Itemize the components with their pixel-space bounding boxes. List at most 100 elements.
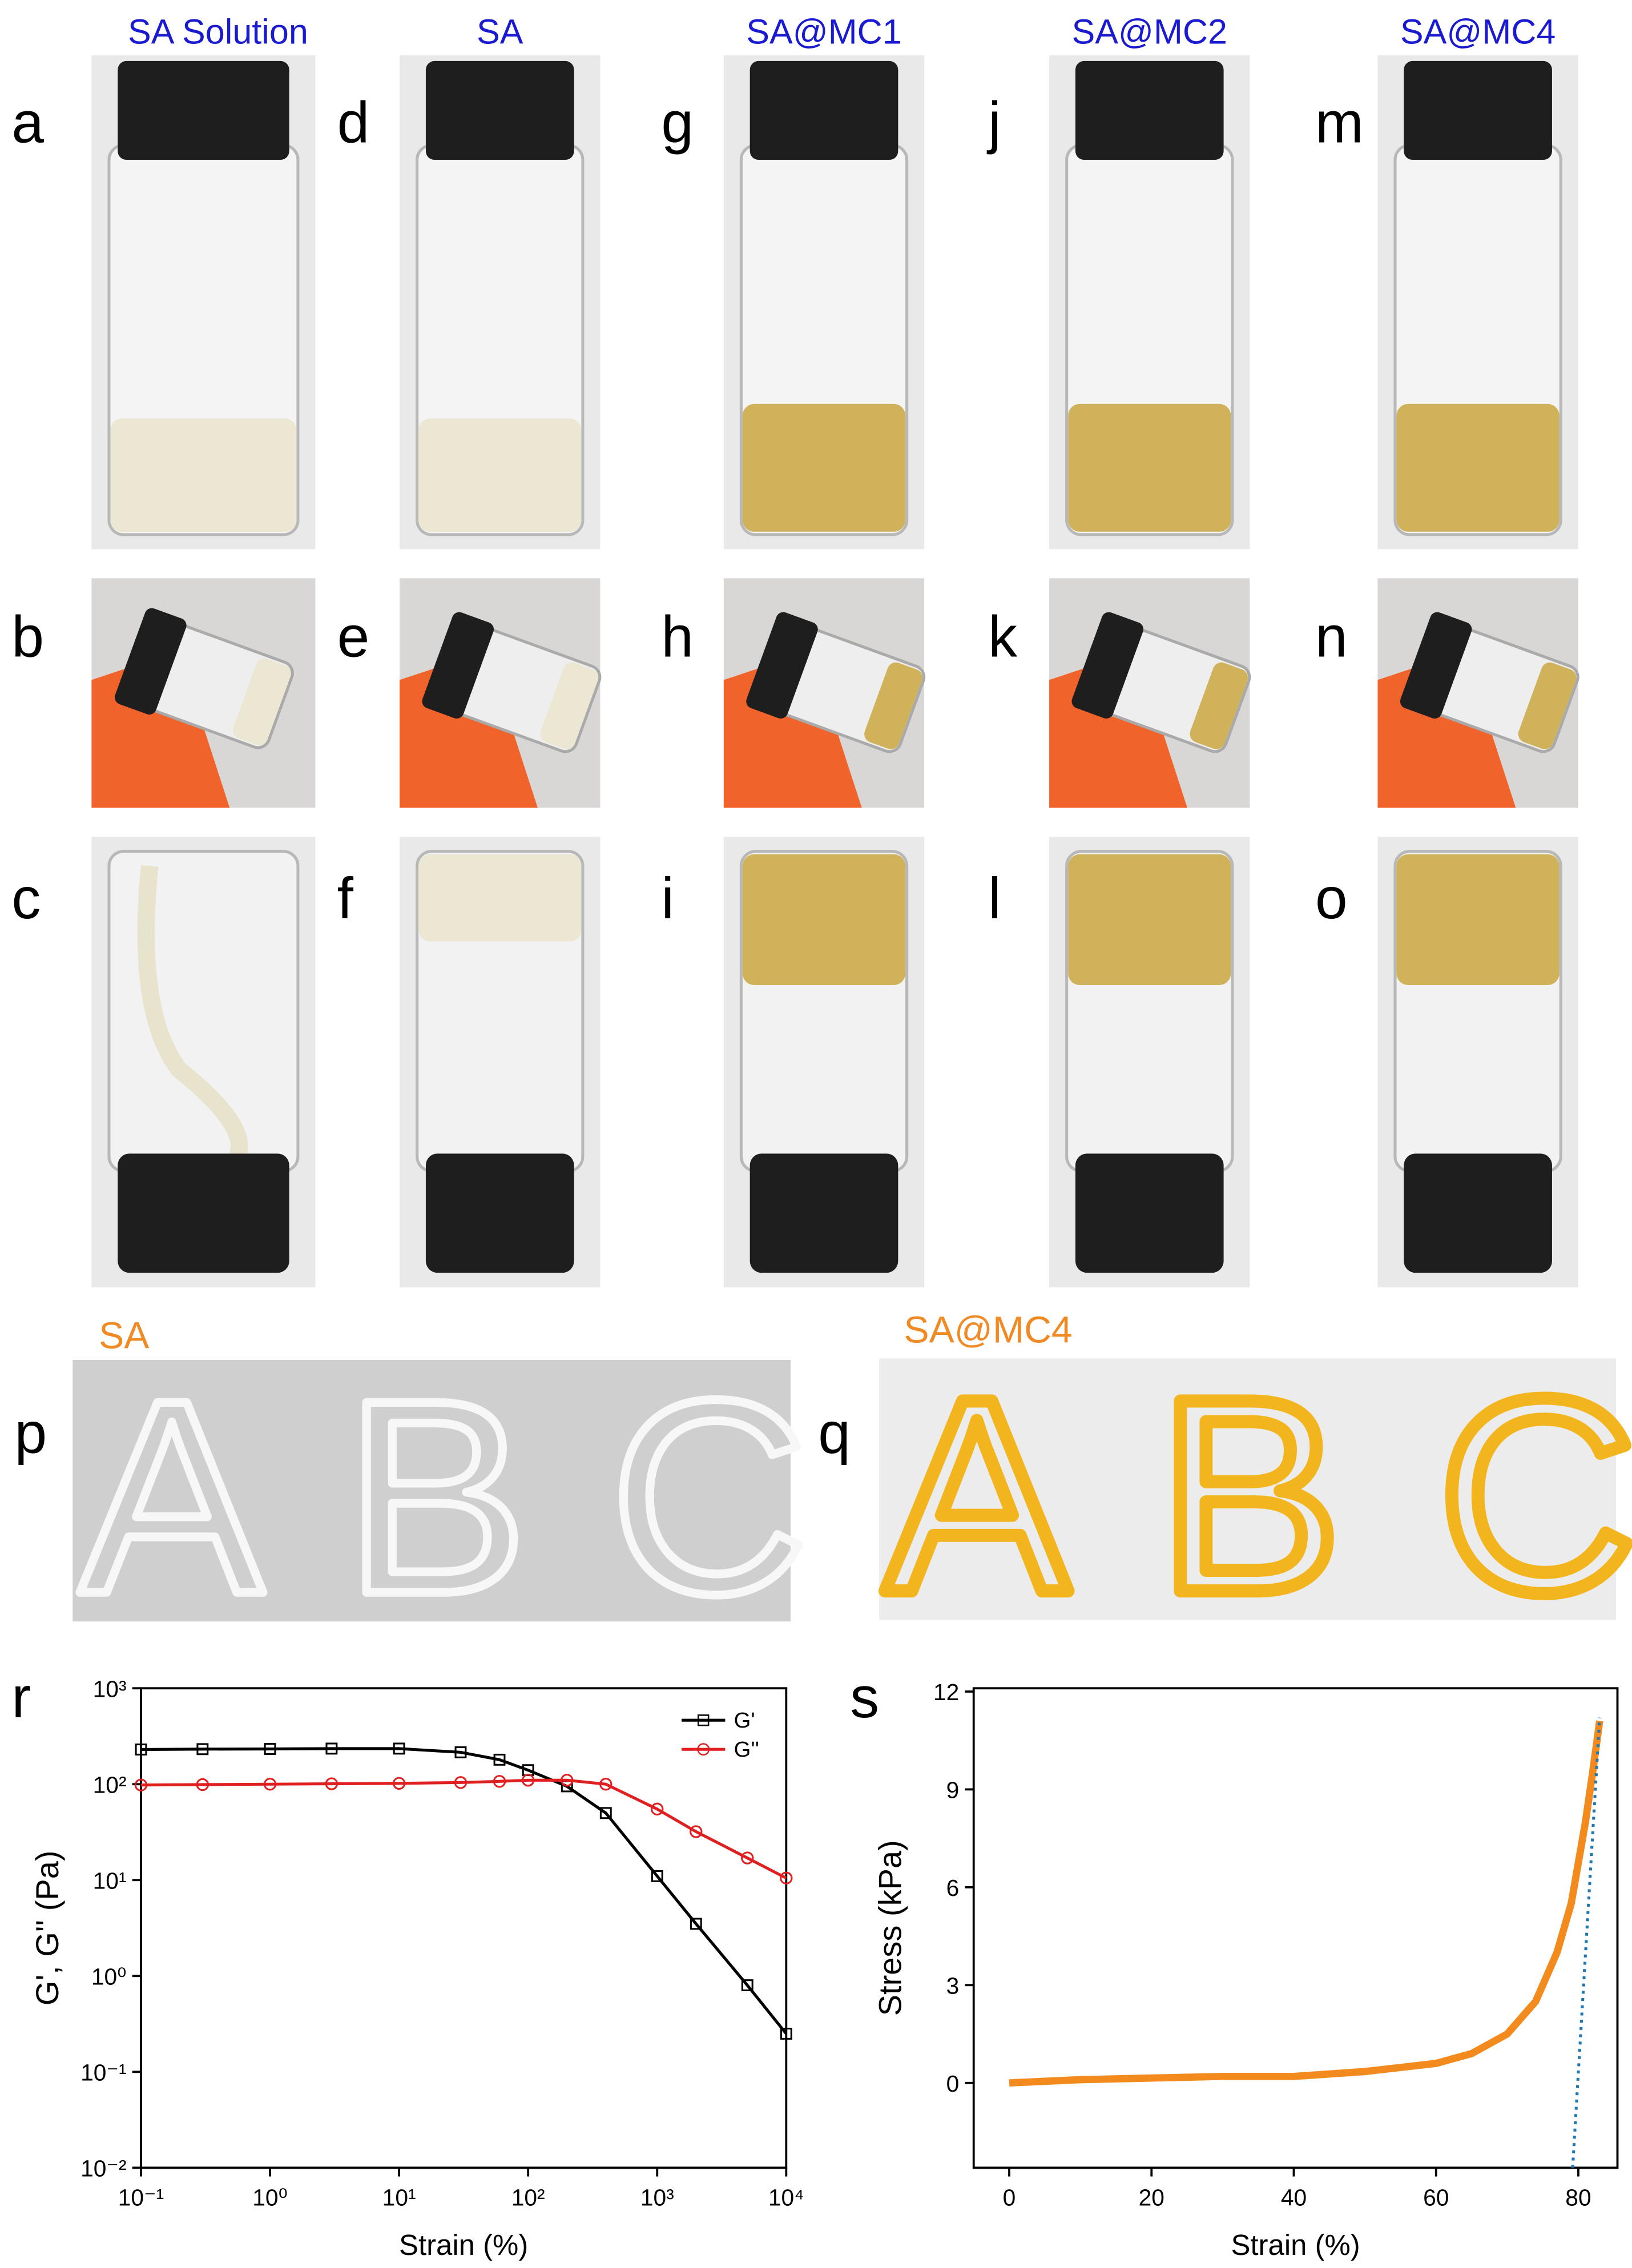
marker [599, 1778, 612, 1791]
vial-liquid [1396, 854, 1560, 986]
photo [400, 837, 601, 1288]
legend-marker [698, 1714, 710, 1726]
marker [264, 1743, 276, 1755]
x-tick-label: 20 [1139, 2185, 1164, 2211]
marker [493, 1753, 506, 1766]
marker [741, 1979, 753, 1992]
marker [521, 1774, 535, 1787]
panel-label: e [337, 604, 370, 669]
vial-cap [749, 60, 898, 160]
marker [651, 1870, 663, 1882]
vial-liquid [742, 854, 906, 986]
marker [135, 1744, 147, 1756]
panel-label: m [1315, 90, 1364, 155]
x-axis-label: Strain (%) [399, 2229, 528, 2261]
tilted-vial [115, 608, 294, 749]
y-tick-label: 10⁻¹ [80, 2060, 126, 2086]
vial-cap [746, 612, 818, 719]
vial-cap [1071, 612, 1144, 719]
panel-label: i [661, 866, 674, 931]
panel-label: c [11, 866, 41, 931]
y-axis-label: G', G'' (Pa) [29, 1850, 65, 2005]
marker [392, 1777, 406, 1790]
panel-label: p [14, 1401, 47, 1466]
photo [91, 55, 316, 550]
y-tick-label: 6 [946, 1875, 960, 1901]
marker [325, 1777, 339, 1790]
panel-label: b [11, 604, 44, 669]
vial-liquid [742, 403, 906, 532]
photo-background [879, 1358, 1616, 1620]
panel-label: g [661, 90, 694, 155]
panel-label: f [337, 866, 354, 931]
vial-cap [1075, 1153, 1224, 1273]
vial-liquid [232, 658, 291, 745]
legend-label: G' [734, 1708, 755, 1733]
y-tick-label: 10⁻² [80, 2156, 126, 2182]
vial-cap [422, 612, 494, 719]
marker [780, 1871, 793, 1884]
printing-label: SA@MC4 [904, 1309, 1073, 1351]
y-tick-label: 10¹ [93, 1868, 127, 1894]
y-tick-label: 9 [946, 1777, 960, 1803]
series-line [1009, 1720, 1603, 2087]
y-tick-label: 10⁰ [91, 1964, 127, 1990]
x-tick-label: 10² [511, 2185, 545, 2211]
marker [325, 1742, 338, 1755]
marker [393, 1742, 405, 1755]
marker [780, 2028, 792, 2040]
tilted-vial [422, 612, 602, 753]
photo [1049, 837, 1250, 1288]
photo [91, 837, 316, 1288]
y-tick-label: 0 [946, 2071, 960, 2097]
printed-letter: C [1438, 1341, 1632, 1650]
photo [1377, 55, 1578, 550]
panel-label: n [1315, 604, 1348, 669]
vial-liquid [1396, 403, 1560, 532]
photo [400, 578, 602, 808]
printed-letter: C [610, 1342, 809, 1651]
marker [493, 1775, 506, 1788]
vial-liquid [1190, 662, 1248, 749]
marker [196, 1778, 209, 1791]
series-line [1571, 1717, 1601, 2168]
vial-cap [1400, 612, 1472, 719]
photo [723, 837, 925, 1288]
photo [91, 578, 316, 808]
marker [196, 1743, 209, 1756]
column-title: SA Solution [128, 12, 308, 51]
panel-label: a [11, 90, 44, 155]
tilted-vial [1071, 612, 1251, 753]
vial-liquid [418, 854, 582, 942]
marker [263, 1778, 277, 1791]
marker [134, 1778, 148, 1791]
photo [723, 55, 925, 550]
x-tick-label: 40 [1281, 2185, 1307, 2211]
panel-label: l [988, 866, 1001, 931]
vial-liquid [540, 662, 599, 749]
column-title: SA@MC2 [1072, 12, 1227, 51]
photo [1377, 837, 1578, 1288]
photo [723, 578, 926, 808]
y-tick-label: 10² [93, 1772, 127, 1798]
marker [454, 1776, 468, 1789]
x-tick-label: 10⁻¹ [118, 2185, 164, 2211]
series-line [140, 1778, 787, 1879]
y-tick-label: 3 [946, 1973, 960, 1999]
marker [599, 1807, 612, 1819]
column-title: SA@MC4 [1400, 12, 1556, 51]
vial-cap [1404, 1153, 1552, 1273]
y-tick-label: 10³ [93, 1676, 127, 1702]
y-axis-label: Stress (kPa) [872, 1840, 908, 2016]
x-axis-label: Strain (%) [1231, 2229, 1360, 2261]
vial-glass [107, 850, 300, 1173]
vial-cap [1404, 60, 1552, 160]
vial-liquid [418, 418, 582, 532]
plot-frame [972, 1687, 1619, 2169]
panel-label: k [988, 604, 1018, 669]
legend-label: G'' [734, 1737, 759, 1762]
vial-liquid [1068, 403, 1231, 532]
photo [1377, 578, 1579, 808]
tilted-vial [746, 612, 926, 753]
vial-liquid [1518, 662, 1577, 749]
